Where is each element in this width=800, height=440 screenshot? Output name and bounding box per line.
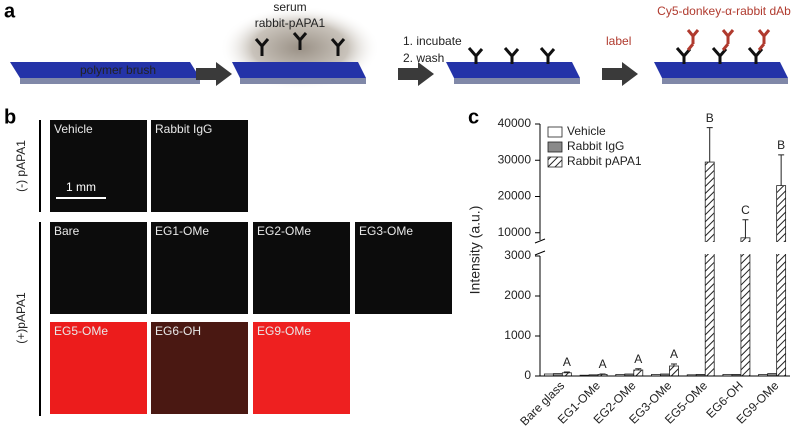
bar (740, 237, 751, 377)
tile-label: EG3-OMe (359, 224, 413, 238)
error-bar (778, 154, 785, 186)
image-tile (253, 222, 350, 314)
tile-label: EG6-OH (155, 324, 201, 338)
antibody-label: rabbit-pAPA1 (255, 16, 326, 30)
annotation: A (670, 347, 678, 361)
y-axis-label: Intensity (a.u.) (467, 206, 483, 295)
legend-swatch (547, 156, 563, 168)
annotation: C (741, 203, 750, 217)
annotation: A (634, 352, 642, 366)
error-bar (563, 371, 570, 373)
axis-break (534, 238, 546, 256)
panel-a: a polymer brush serum rabbit-pAPA1 1. in… (4, 0, 791, 90)
annotation: B (706, 111, 714, 125)
image-tile (355, 222, 452, 314)
axis-break-gap (536, 242, 792, 254)
image-tile (50, 120, 147, 212)
tile-label: EG9-OMe (257, 324, 311, 338)
tile-label: Rabbit IgG (155, 122, 212, 136)
annotation: A (599, 357, 607, 371)
annotation: B (777, 138, 785, 152)
y-tick-label: 10000 (498, 225, 532, 239)
bar (704, 161, 715, 377)
bar (669, 365, 679, 377)
step-label: label (606, 34, 631, 48)
annotation: A (563, 355, 571, 369)
tile-label: Vehicle (54, 122, 93, 136)
legend-label: Vehicle (567, 124, 606, 138)
arrows (196, 62, 638, 86)
panel-label: b (4, 106, 16, 128)
tile-label: EG5-OMe (54, 324, 108, 338)
error-bar (742, 219, 749, 238)
panel-label: a (4, 0, 16, 22)
step-label: 1. incubate (403, 34, 462, 48)
secondary-label: Cy5-donkey-α-rabbit dAb (657, 4, 791, 18)
error-bar (706, 127, 713, 163)
y-tick-label: 40000 (498, 116, 532, 130)
panel-b: b (4, 106, 41, 416)
step-label: 2. wash (403, 51, 444, 65)
image-tile (151, 322, 248, 414)
serum-label: serum (273, 0, 306, 14)
legend-label: Rabbit IgG (567, 139, 624, 153)
secondary-antibodies (686, 29, 771, 51)
tile-label: Bare (54, 224, 80, 238)
error-bar (635, 368, 642, 370)
bar (633, 369, 644, 377)
row-label: (+)pAPA1 (14, 292, 28, 344)
slabs (10, 62, 788, 84)
bar (776, 185, 787, 377)
image-tile (253, 322, 350, 414)
scale-bar-label: 1 mm (66, 180, 96, 194)
y-tick-label: 30000 (498, 152, 532, 166)
y-tick-label: 2000 (504, 288, 531, 302)
panel-label: c (468, 106, 479, 128)
image-tile (151, 222, 248, 314)
y-tick-label: 1000 (504, 328, 531, 342)
tile-label: EG2-OMe (257, 224, 311, 238)
y-tick-label: 0 (524, 368, 531, 382)
y-tick-label: 20000 (498, 189, 532, 203)
y-tick-label: 3000 (504, 248, 531, 262)
panel-c: c Intensity (a.u.) (467, 106, 483, 294)
legend-label: Rabbit pAPA1 (567, 154, 642, 168)
image-tile (50, 322, 147, 414)
row-label: (-) pAPA1 (14, 140, 28, 192)
brush-label: polymer brush (80, 63, 156, 77)
image-tile (50, 222, 147, 314)
tile-label: EG1-OMe (155, 224, 209, 238)
image-tile (151, 120, 248, 212)
legend-swatch (547, 126, 563, 138)
error-bar (671, 363, 677, 366)
legend-swatch (547, 141, 563, 153)
